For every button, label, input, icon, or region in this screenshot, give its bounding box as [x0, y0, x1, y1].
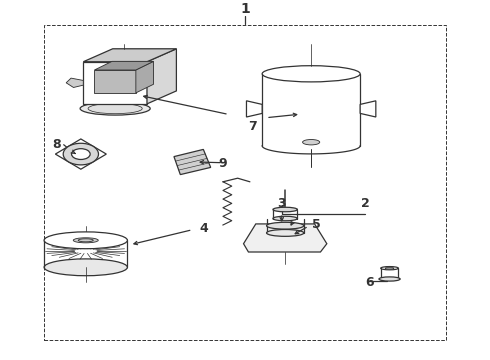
Ellipse shape	[44, 259, 127, 276]
Text: 1: 1	[240, 2, 250, 16]
Ellipse shape	[262, 66, 360, 82]
Text: 3: 3	[277, 197, 286, 210]
Polygon shape	[95, 70, 136, 93]
Ellipse shape	[385, 267, 394, 269]
Text: 6: 6	[366, 276, 374, 289]
Ellipse shape	[72, 149, 90, 159]
Ellipse shape	[381, 266, 398, 270]
Text: 7: 7	[248, 120, 257, 132]
Polygon shape	[83, 49, 176, 62]
Text: 5: 5	[312, 219, 320, 231]
Polygon shape	[136, 61, 153, 93]
Ellipse shape	[273, 216, 297, 221]
Ellipse shape	[379, 277, 400, 281]
Ellipse shape	[63, 143, 98, 165]
Text: 8: 8	[52, 138, 61, 150]
Ellipse shape	[73, 238, 98, 243]
Polygon shape	[244, 224, 327, 252]
Ellipse shape	[88, 103, 142, 114]
Text: 2: 2	[361, 197, 369, 210]
Ellipse shape	[78, 239, 93, 242]
Bar	[44, 25, 446, 340]
Polygon shape	[66, 78, 83, 87]
Polygon shape	[55, 139, 106, 169]
Ellipse shape	[44, 232, 127, 249]
Polygon shape	[147, 49, 176, 104]
Ellipse shape	[303, 140, 319, 145]
Text: 9: 9	[219, 157, 227, 170]
Polygon shape	[174, 149, 211, 175]
Ellipse shape	[267, 230, 304, 236]
Ellipse shape	[80, 102, 150, 115]
Ellipse shape	[273, 207, 297, 212]
Polygon shape	[95, 61, 153, 70]
Polygon shape	[360, 101, 376, 117]
Text: 4: 4	[199, 222, 208, 235]
Polygon shape	[246, 101, 262, 117]
Ellipse shape	[267, 222, 304, 229]
Polygon shape	[83, 62, 147, 104]
